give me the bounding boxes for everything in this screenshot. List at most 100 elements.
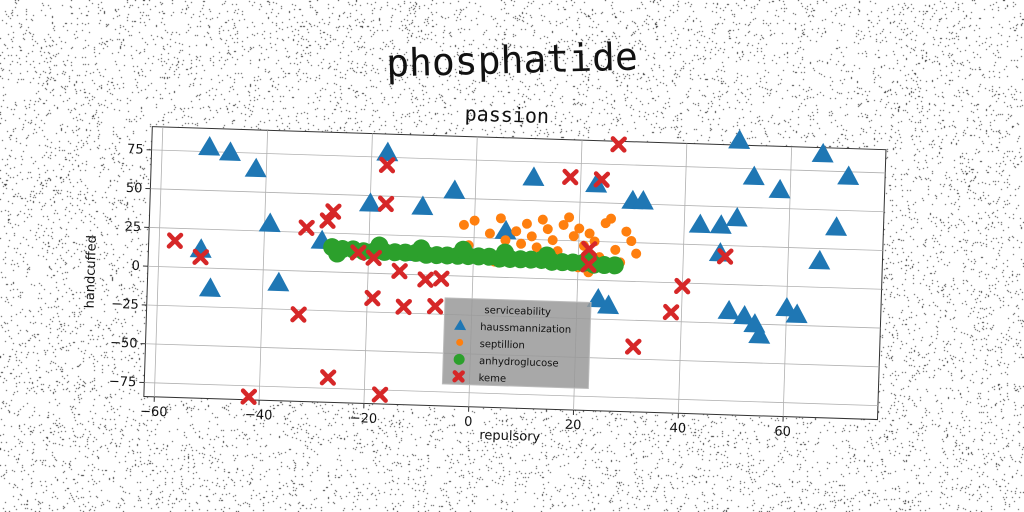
keme-point xyxy=(395,298,412,316)
haussmannization-point xyxy=(597,294,620,315)
keme-point-stroke xyxy=(324,203,342,220)
septillion-point xyxy=(606,213,617,224)
anhydroglucose-point xyxy=(328,244,347,263)
x-gridline xyxy=(258,130,269,401)
y-tick-label: 25 xyxy=(124,220,141,236)
keme-point-stroke xyxy=(319,212,336,229)
legend-title: serviceability xyxy=(484,305,551,318)
keme-point xyxy=(290,306,307,323)
y-tick-label: 0 xyxy=(131,259,140,274)
keme-point xyxy=(580,240,598,258)
legend-label-septillion: septillion xyxy=(479,339,525,351)
septillion-point xyxy=(584,228,595,239)
haussmannization-point xyxy=(218,141,241,161)
haussmannization-point xyxy=(411,195,434,216)
septillion-point xyxy=(516,238,527,249)
legend-marker-keme-stroke xyxy=(452,370,465,383)
haussmannization-point xyxy=(244,157,267,178)
keme-point xyxy=(298,219,315,237)
x-gridline xyxy=(363,133,373,404)
septillion-point xyxy=(631,248,642,259)
anhydroglucose-point xyxy=(370,236,389,255)
keme-point xyxy=(319,212,336,229)
y-tick-label: −75 xyxy=(109,374,137,390)
plot-area: −60 −40 −20 0 20 40 60 −75 −50 −25 0 25 50 75 passion… xyxy=(83,101,887,445)
haussmannization-point xyxy=(258,212,281,233)
septillion-point xyxy=(469,215,480,226)
septillion-point xyxy=(564,212,575,223)
y-tick-label: 50 xyxy=(126,181,143,197)
series-keme xyxy=(166,136,734,405)
haussmannization-point xyxy=(709,214,732,234)
x-tick-label: 60 xyxy=(774,424,791,440)
haussmannization-point xyxy=(808,249,831,270)
keme-point xyxy=(166,232,184,249)
y-tick-label: 75 xyxy=(127,142,144,158)
haussmannization-point xyxy=(717,299,740,320)
keme-point xyxy=(593,171,611,188)
septillion-point xyxy=(574,223,585,234)
septillion-point xyxy=(531,242,542,253)
haussmannization-point xyxy=(631,190,654,210)
septillion-point xyxy=(542,224,553,235)
keme-point-stroke xyxy=(716,248,734,265)
x-gridline xyxy=(782,146,793,417)
keme-point xyxy=(192,248,209,266)
anhydroglucose-point xyxy=(537,246,556,265)
keme-point xyxy=(562,168,579,186)
keme-point-stroke xyxy=(593,171,611,188)
keme-point xyxy=(377,195,395,213)
y-tick-label: −25 xyxy=(111,297,139,313)
keme-point-stroke xyxy=(426,298,444,315)
haussmannization-point xyxy=(775,297,798,317)
keme-point xyxy=(240,388,258,405)
x-gridline xyxy=(677,143,688,414)
chart-title: passion xyxy=(464,101,549,128)
keme-point-stroke xyxy=(391,263,408,279)
keme-point xyxy=(324,203,342,220)
y-tick-label: −50 xyxy=(110,336,138,352)
keme-point-stroke xyxy=(166,232,184,249)
haussmannization-point xyxy=(358,192,381,212)
haussmannization-point xyxy=(522,166,545,187)
septillion-point xyxy=(568,231,579,242)
haussmannization-point xyxy=(742,165,765,186)
septillion-point xyxy=(500,235,511,246)
keme-point xyxy=(662,303,680,321)
keme-point-stroke xyxy=(674,278,691,295)
y-axis-label: handcuffed xyxy=(83,235,100,309)
haussmannization-point xyxy=(198,136,221,156)
data-marks xyxy=(166,129,860,405)
keme-point xyxy=(580,256,597,273)
keme-point xyxy=(349,244,367,261)
haussmannization-point xyxy=(443,179,466,200)
keme-point-stroke xyxy=(290,306,307,323)
haussmannization-point xyxy=(785,303,808,324)
keme-point-stroke xyxy=(624,338,642,355)
keme-point-stroke xyxy=(192,249,209,265)
y-gridline xyxy=(151,149,886,174)
keme-point xyxy=(371,386,389,403)
legend-items: haussmannization septillion anhydroglucose… xyxy=(452,319,571,385)
haussmannization-point xyxy=(267,271,290,292)
septillion-point xyxy=(521,218,532,229)
haussmannization-point xyxy=(728,129,751,150)
keme-point-stroke xyxy=(417,271,434,288)
keme-point-stroke xyxy=(364,290,381,307)
keme-point-stroke xyxy=(298,219,315,236)
keme-point xyxy=(716,248,734,265)
x-tick-label: 0 xyxy=(464,415,473,430)
legend-marker-anhydroglucose xyxy=(453,353,465,365)
keme-point xyxy=(364,289,381,307)
keme-point xyxy=(610,136,627,153)
anhydroglucose-point xyxy=(496,243,515,262)
haussmannization-point xyxy=(688,213,711,234)
keme-point xyxy=(624,338,642,355)
keme-point-stroke xyxy=(395,298,412,315)
septillion-point xyxy=(621,226,632,237)
septillion-point xyxy=(610,244,621,255)
haussmannization-point xyxy=(748,324,771,344)
legend-marker-septillion xyxy=(456,338,464,346)
keme-point-stroke xyxy=(378,157,396,173)
septillion-point xyxy=(511,226,522,237)
